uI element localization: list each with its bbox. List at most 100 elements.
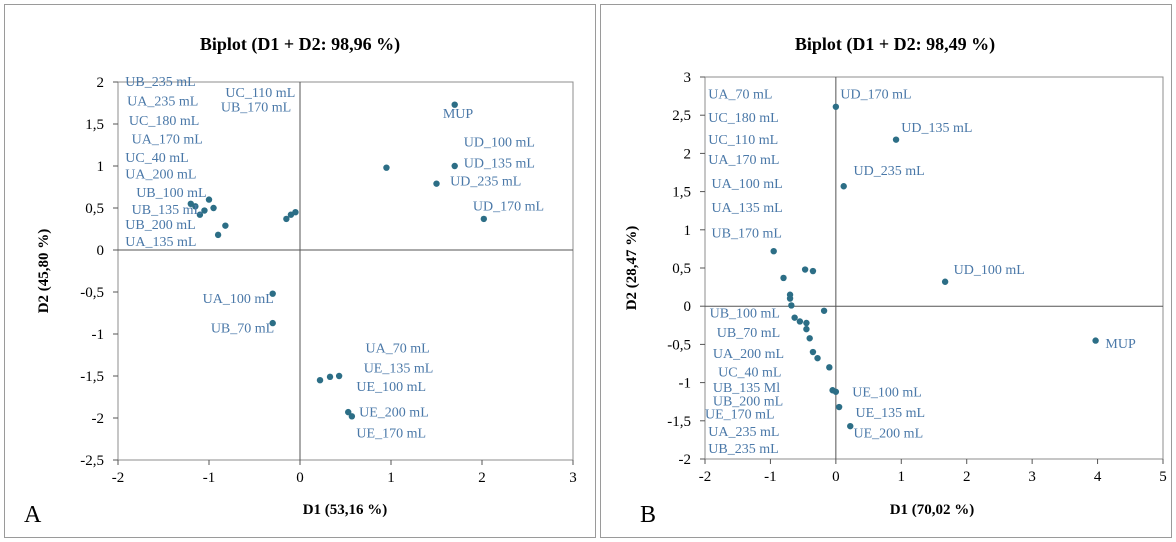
panel-a-data-point xyxy=(210,204,217,212)
panel-b-x-axis-title: D1 (70,02 %) xyxy=(890,502,975,518)
panel-b-panel-letter: B xyxy=(640,502,656,528)
panel-b-y-tick-label: 2,5 xyxy=(672,108,691,124)
panel-a-data-point xyxy=(205,196,213,203)
panel-b-point-label: UE_100 mL xyxy=(852,385,922,400)
panel-a-x-tick-label: 1 xyxy=(387,470,395,486)
panel-a-data-point xyxy=(269,319,276,327)
panel-b-point-label: UE_200 mL xyxy=(854,427,924,442)
panel-a-point-label: UE_200 mL xyxy=(359,405,429,420)
panel-b-x-tick-label: 3 xyxy=(1028,469,1036,485)
panel-b-point-label: UE_135 mL xyxy=(855,406,925,421)
panel-a-y-tick-label: -0,5 xyxy=(80,285,104,301)
panel-b-point-label: UB_170 mL xyxy=(712,226,782,241)
panel-b-y-tick-label: -2 xyxy=(679,452,692,468)
panel-a-point-label: UD_135 mL xyxy=(464,157,535,172)
panel-a-data-point xyxy=(201,207,208,214)
panel-a-point-label: UA_70 mL xyxy=(366,341,430,356)
panel-a-point-label: UA_170 mL xyxy=(132,132,203,147)
panel-b-point-label: UB_100 mL xyxy=(710,307,780,322)
panel-b-data-point xyxy=(892,136,900,143)
panel-a-data-point xyxy=(348,413,356,420)
panel-a-data-point xyxy=(451,162,458,170)
panel-a-chart-title: Biplot (D1 + D2: 98,96 %) xyxy=(200,34,400,55)
panel-b-x-tick-label: 0 xyxy=(832,469,840,485)
panel-b-point-label: UA_235 mL xyxy=(708,425,779,440)
panel-b-y-axis-title: D2 (28,47 %) xyxy=(624,226,640,311)
panel-a-point-label: UC_180 mL xyxy=(129,114,199,129)
panel-a-data-point xyxy=(192,203,199,210)
panel-b-point-label: UD_100 mL xyxy=(954,263,1025,278)
panel-b-y-tick-label: -0,5 xyxy=(667,337,691,353)
panel-b-y-tick-label: -1 xyxy=(679,376,692,392)
panel-a-point-label: UE_170 mL xyxy=(356,426,426,441)
panel-b-data-point xyxy=(796,318,804,325)
panel-b-data-point xyxy=(791,314,798,321)
panel-a-y-tick-label: 2 xyxy=(97,75,105,91)
panel-b-data-point xyxy=(820,307,828,314)
panel-b-point-label: UE_170 mL xyxy=(705,408,775,423)
panel-b-data-point xyxy=(803,325,810,333)
panel-a-y-tick-label: -2,5 xyxy=(80,453,104,469)
panel-b-data-point xyxy=(809,348,817,356)
panel-b-data-point xyxy=(941,278,949,285)
panel-b-point-label: UA_135 mL xyxy=(712,201,783,216)
panel-a-data-point xyxy=(316,377,324,384)
panel-a-data-point xyxy=(292,209,299,216)
panel-a-point-label: UD_235 mL xyxy=(450,174,521,189)
panel-a-data-point xyxy=(451,101,458,108)
panel-a-y-tick-label: -1,5 xyxy=(80,369,104,385)
panel-a-data-point xyxy=(480,215,488,223)
panel-b-data-point xyxy=(832,103,840,110)
panel-b-data-point xyxy=(835,403,843,411)
panel-a-data-point xyxy=(283,215,290,223)
panel-a-point-label: UB_70 mL xyxy=(211,321,274,336)
panel-b-data-point xyxy=(803,319,810,327)
panel-b-data-point xyxy=(788,302,795,309)
panel-b-y-tick-label: 0 xyxy=(684,299,692,315)
panel-a-x-tick-label: -2 xyxy=(112,470,125,486)
panel-b-chart-title: Biplot (D1 + D2: 98,49 %) xyxy=(795,34,995,55)
panel-b-x-tick-label: 4 xyxy=(1094,469,1102,485)
panel-b-x-tick-label: -1 xyxy=(764,469,777,485)
panel-a-point-label: UE_100 mL xyxy=(356,380,426,395)
panel-b-y-tick-label: 1 xyxy=(684,223,692,239)
panel-a-data-point xyxy=(214,231,222,239)
panel-b-y-tick-label: 3 xyxy=(684,70,692,86)
panel-b-point-label: UB_70 mL xyxy=(717,326,780,341)
panel-a-x-tick-label: 2 xyxy=(478,470,486,486)
panel-b-y-tick-label: -1,5 xyxy=(667,414,691,430)
panel-b-data-point xyxy=(840,183,847,190)
panel-a-point-label: UB_170 mL xyxy=(221,100,291,115)
panel-a-data-point xyxy=(335,372,343,380)
panel-b-point-label: UA_200 mL xyxy=(713,347,784,362)
panel-a-plot-area xyxy=(117,81,574,461)
chart-panel-b xyxy=(600,4,1172,538)
panel-a-data-point xyxy=(269,290,276,297)
panel-a-data-point xyxy=(383,164,390,171)
panel-a-point-label: UC_40 mL xyxy=(125,151,188,166)
panel-a-y-axis-title: D2 (45,80 %) xyxy=(36,229,52,314)
panel-a-point-label: UA_135 mL xyxy=(125,235,196,250)
panel-a-point-label: UE_135 mL xyxy=(364,362,434,377)
panel-a-point-label: UD_100 mL xyxy=(464,136,535,151)
panel-a-point-label: UA_100 mL xyxy=(203,292,274,307)
panel-b-point-label: UC_110 mL xyxy=(708,133,778,148)
panel-b-point-label: UD_235 mL xyxy=(854,164,925,179)
panel-b-data-point xyxy=(832,388,840,395)
panel-b-data-point xyxy=(847,422,854,430)
panel-a-data-point xyxy=(222,222,229,229)
panel-b-point-label: UC_40 mL xyxy=(718,365,781,380)
panel-a-point-label: UA_235 mL xyxy=(127,95,198,110)
panel-b-x-tick-label: -2 xyxy=(699,469,712,485)
panel-b-x-tick-label: 2 xyxy=(963,469,971,485)
panel-b-data-point xyxy=(826,364,833,371)
panel-b-y-tick-label: 0,5 xyxy=(672,261,691,277)
panel-b-point-label: UB_200 mL xyxy=(713,395,783,410)
panel-a-y-tick-label: 0 xyxy=(97,243,105,259)
chart-panel-a xyxy=(4,4,596,538)
panel-b-y-tick-label: 2 xyxy=(684,146,692,162)
panel-b-x-tick-label: 5 xyxy=(1159,469,1167,485)
panel-b-data-point xyxy=(806,335,813,342)
panel-b-data-point xyxy=(814,354,821,362)
